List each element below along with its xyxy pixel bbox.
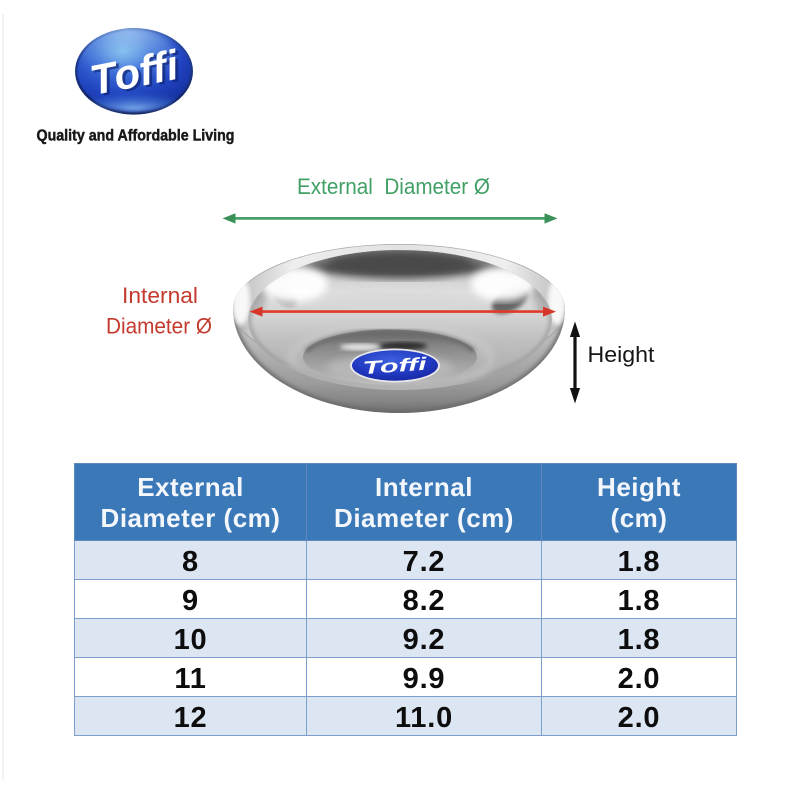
svg-text:Diameter Ø: Diameter Ø	[106, 314, 212, 339]
svg-text:Height: Height	[588, 342, 655, 367]
svg-text:Toffi: Toffi	[362, 354, 428, 378]
svg-text:External Diameter Ø: External Diameter Ø	[297, 174, 490, 199]
svg-text:Internal: Internal	[122, 283, 198, 308]
svg-text:Quality and Affordable Living: Quality and Affordable Living	[37, 128, 235, 145]
